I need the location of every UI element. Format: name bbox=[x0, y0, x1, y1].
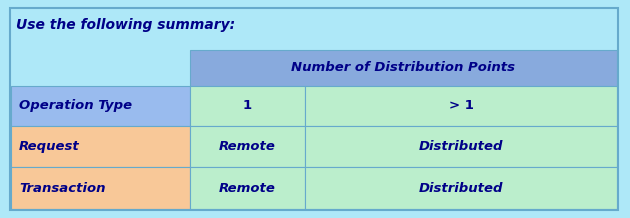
Text: Distributed: Distributed bbox=[419, 182, 503, 195]
Text: Remote: Remote bbox=[219, 182, 276, 195]
Bar bbox=[11, 126, 190, 167]
Text: Remote: Remote bbox=[219, 140, 276, 153]
Bar bbox=[11, 50, 190, 86]
Text: Number of Distribution Points: Number of Distribution Points bbox=[292, 61, 515, 74]
Bar bbox=[190, 86, 305, 126]
Text: > 1: > 1 bbox=[449, 99, 473, 112]
Bar bbox=[11, 167, 190, 209]
Bar bbox=[190, 167, 305, 209]
Text: Operation Type: Operation Type bbox=[19, 99, 132, 112]
Text: Use the following summary:: Use the following summary: bbox=[16, 18, 235, 32]
Bar bbox=[11, 86, 190, 126]
Bar bbox=[305, 167, 617, 209]
Bar bbox=[190, 50, 617, 86]
Text: 1: 1 bbox=[243, 99, 252, 112]
Bar bbox=[305, 86, 617, 126]
Bar bbox=[305, 126, 617, 167]
Text: Transaction: Transaction bbox=[19, 182, 105, 195]
Text: Distributed: Distributed bbox=[419, 140, 503, 153]
Bar bbox=[190, 126, 305, 167]
Text: Request: Request bbox=[19, 140, 80, 153]
